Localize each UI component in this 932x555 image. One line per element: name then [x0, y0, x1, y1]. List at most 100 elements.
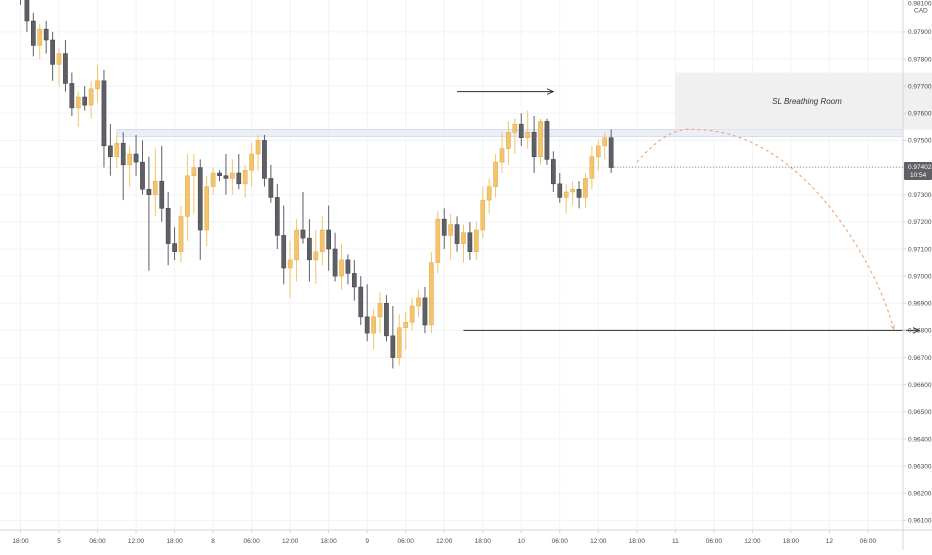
candle-body — [589, 156, 595, 179]
candle-body — [499, 148, 505, 163]
candle-body — [281, 235, 287, 269]
time-tick-label: 8 — [211, 538, 215, 545]
candle-body — [63, 53, 68, 84]
candle-body — [576, 189, 582, 198]
candle-body — [204, 186, 210, 231]
candle-body — [525, 132, 531, 138]
candle-body — [570, 189, 575, 193]
sl-breathing-room-zone — [675, 72, 932, 130]
candle-body — [262, 140, 267, 179]
candle-body — [307, 237, 312, 261]
candle-body — [326, 229, 332, 250]
candle-body — [396, 327, 402, 358]
price-tick-label: 0.96500 — [908, 409, 932, 416]
candle-body — [185, 175, 190, 217]
candle-body — [191, 167, 197, 176]
candle-body — [429, 262, 434, 326]
candle-body — [608, 137, 614, 168]
price-tick-label: 0.96200 — [908, 491, 932, 498]
candle-body — [242, 170, 248, 185]
candle-body — [351, 273, 357, 288]
candle-body — [422, 297, 428, 326]
price-tick-label: 0.97600 — [908, 111, 932, 118]
candle-body — [409, 305, 415, 323]
candle-body — [56, 53, 62, 65]
time-tick-label: 06:00 — [89, 538, 106, 545]
current-price-value: 0.97402 — [908, 164, 932, 171]
candle-body — [506, 132, 511, 149]
candle-body — [480, 199, 486, 231]
time-tick-label: 06:00 — [398, 538, 415, 545]
candle-body — [95, 80, 100, 90]
candle-body — [377, 303, 383, 318]
candle-body — [345, 259, 351, 274]
price-tick-label: 0.97000 — [908, 273, 932, 280]
candle-body — [172, 243, 177, 252]
candle-body — [287, 259, 293, 269]
candle-body — [313, 251, 319, 261]
time-tick-label: 12:00 — [436, 538, 453, 545]
price-tick-label: 0.97100 — [908, 246, 932, 253]
candle-body — [319, 229, 325, 252]
candle-body — [473, 229, 479, 252]
candle-body — [435, 218, 441, 263]
candle-body — [390, 335, 396, 358]
candle-body — [82, 96, 88, 106]
candle-body — [300, 229, 306, 239]
price-tick-label: 0.96600 — [908, 382, 932, 389]
candle-body — [230, 172, 235, 179]
candle-body — [197, 167, 203, 231]
candle-body — [120, 142, 126, 166]
candle-layer — [20, 0, 614, 369]
candle-body — [24, 0, 30, 22]
price-tick-label: 0.96300 — [908, 463, 932, 470]
candle-body — [371, 316, 376, 334]
candle-body — [152, 180, 158, 195]
price-tick-label: 0.96400 — [908, 436, 932, 443]
price-tick-label: 0.96900 — [908, 301, 932, 308]
candle-body — [531, 132, 537, 157]
candle-body — [127, 153, 132, 166]
candle-body — [108, 145, 113, 157]
current-price-time: 10:54 — [910, 172, 927, 179]
time-tick-label: 18:00 — [166, 538, 183, 545]
time-tick-label: 06:00 — [552, 538, 569, 545]
candle-body — [249, 153, 254, 171]
time-tick-label: 06:00 — [243, 538, 260, 545]
price-tick-label: 0.96800 — [908, 328, 932, 335]
candle-body — [441, 218, 447, 236]
time-tick-label: 12:00 — [590, 538, 607, 545]
time-tick-label: 11 — [672, 538, 679, 545]
candle-body — [43, 28, 49, 41]
price-tick-label: 0.97800 — [908, 56, 932, 63]
candle-body — [563, 191, 569, 198]
drawing-layer — [457, 92, 919, 331]
grid-layer — [0, 0, 903, 530]
candle-body — [486, 186, 492, 201]
time-tick-label: 12 — [826, 538, 834, 545]
candle-body — [416, 297, 421, 307]
time-tick-label: 10 — [518, 538, 526, 545]
candle-body — [178, 216, 184, 252]
candle-body — [544, 121, 550, 160]
candle-body — [294, 229, 299, 261]
candle-body — [236, 172, 242, 185]
price-tick-label: 0.97700 — [908, 83, 932, 90]
current-price-badge — [904, 162, 932, 181]
candle-body — [274, 197, 280, 236]
time-tick-label: 18:00 — [321, 538, 338, 545]
time-tick-label: 06:00 — [860, 538, 877, 545]
candle-body — [30, 20, 36, 46]
time-tick-label: 18:00 — [783, 538, 800, 545]
candle-body — [551, 159, 556, 185]
price-tick-label: 0.96100 — [908, 518, 932, 525]
candle-body — [518, 123, 524, 138]
zone-layer: SL Breathing Room — [116, 72, 932, 137]
candle-body — [538, 121, 543, 157]
candle-body — [493, 161, 498, 187]
time-tick-label: 12:00 — [744, 538, 761, 545]
candle-body — [133, 153, 139, 163]
candle-body — [595, 145, 601, 157]
candle-body — [461, 232, 466, 244]
